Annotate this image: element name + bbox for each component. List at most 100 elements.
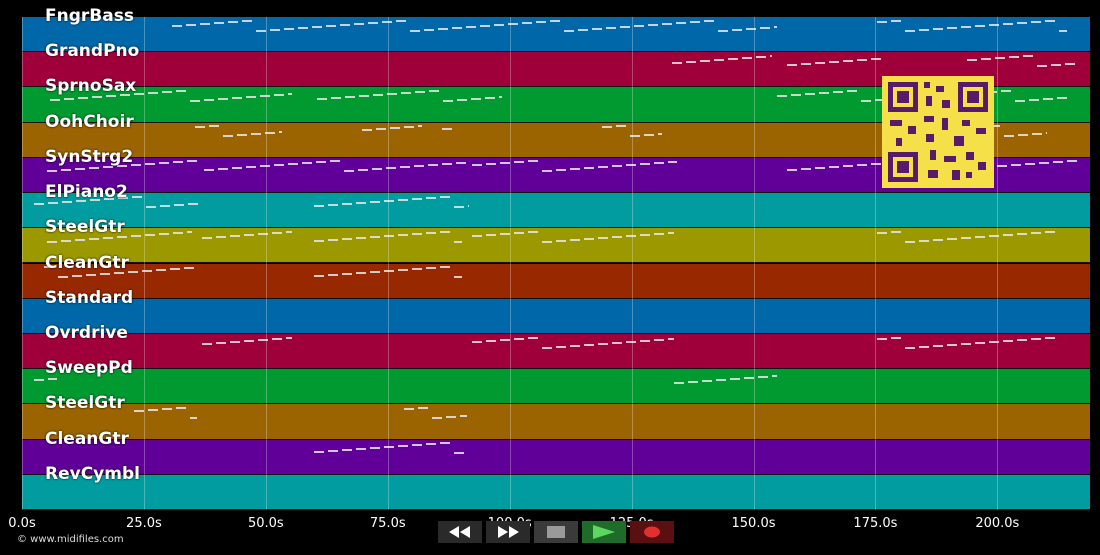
midi-note: [176, 90, 186, 93]
midi-note: [1053, 161, 1063, 164]
play-button[interactable]: [582, 521, 626, 543]
midi-note: [905, 240, 915, 243]
midi-note: [975, 24, 985, 27]
midi-note: [919, 345, 929, 348]
midi-note: [690, 20, 700, 23]
midi-note: [100, 273, 110, 276]
midi-note: [317, 98, 327, 101]
track-name: Standard: [45, 287, 134, 308]
midi-note: [1051, 63, 1061, 66]
midi-note: [412, 232, 422, 235]
midi-note: [132, 195, 142, 198]
midi-note: [791, 94, 801, 97]
track-lane: [22, 263, 1090, 299]
grid-line: [387, 17, 389, 510]
midi-note: [1003, 339, 1013, 342]
midi-note: [415, 91, 425, 94]
midi-note: [1015, 100, 1025, 103]
midi-note: [454, 276, 462, 279]
midi-note: [730, 377, 740, 380]
midi-note: [774, 25, 777, 28]
midi-note: [216, 235, 226, 238]
midi-note: [454, 452, 464, 455]
midi-note: [592, 27, 602, 30]
midi-note: [103, 166, 113, 169]
midi-note: [120, 94, 130, 97]
midi-note: [106, 95, 116, 98]
midi-note: [274, 164, 284, 167]
midi-note: [630, 135, 640, 138]
midi-note: [654, 338, 664, 341]
midi-note: [48, 377, 57, 380]
midi-note: [187, 230, 192, 233]
midi-note: [961, 25, 971, 28]
midi-note: [440, 230, 450, 233]
midi-note: [86, 274, 96, 277]
time-tick-label: 50.0s: [247, 516, 284, 531]
fast-forward-icon: [498, 526, 519, 538]
midi-note: [344, 170, 354, 173]
fast-forward-button[interactable]: [486, 521, 530, 543]
midi-note: [330, 160, 340, 163]
time-tick-label: 0.0s: [8, 516, 36, 531]
midi-note: [134, 409, 144, 412]
midi-note: [356, 448, 366, 451]
midi-note: [584, 237, 594, 240]
midi-note: [704, 19, 714, 22]
midi-note: [401, 92, 411, 95]
midi-note: [170, 268, 180, 271]
track-name: OohChoir: [45, 111, 134, 132]
midi-note: [989, 23, 999, 26]
midi-note: [1009, 55, 1019, 58]
midi-note: [429, 90, 439, 93]
midi-note: [702, 379, 712, 382]
track-name: SweepPd: [45, 358, 133, 379]
midi-note: [209, 125, 219, 128]
midi-note: [550, 19, 560, 22]
midi-note: [472, 234, 482, 237]
midi-note: [428, 164, 438, 167]
midi-note: [342, 202, 352, 205]
midi-note: [668, 161, 677, 164]
rewind-button[interactable]: [438, 521, 482, 543]
midi-note: [412, 197, 422, 200]
midi-note: [556, 345, 566, 348]
midi-note: [359, 95, 369, 98]
midi-note: [1045, 230, 1055, 233]
midi-note: [612, 165, 622, 168]
midi-note: [871, 163, 881, 166]
midi-note: [272, 337, 282, 340]
midi-note: [244, 233, 254, 236]
track-lane: [22, 17, 1090, 53]
midi-note: [148, 92, 158, 95]
midi-note: [398, 269, 408, 272]
stop-button[interactable]: [534, 521, 578, 543]
midi-note: [744, 376, 754, 379]
midi-note: [370, 271, 380, 274]
midi-note: [528, 160, 538, 163]
midi-note: [440, 442, 450, 445]
midi-note: [398, 198, 408, 201]
midi-note: [877, 337, 887, 340]
midi-note: [933, 344, 943, 347]
midi-note: [131, 234, 141, 237]
midi-note: [1067, 160, 1077, 163]
midi-note: [556, 239, 566, 242]
midi-note: [718, 29, 728, 32]
track-lane: [22, 298, 1090, 334]
record-button[interactable]: [630, 521, 674, 543]
midi-note: [270, 28, 280, 31]
midi-note: [356, 236, 366, 239]
midi-note: [384, 199, 394, 202]
midi-note: [626, 164, 636, 167]
grid-line: [631, 17, 633, 510]
midi-note: [728, 57, 738, 60]
midi-note: [78, 97, 88, 100]
midi-note: [426, 443, 436, 446]
midi-note: [732, 28, 742, 31]
midi-note: [414, 165, 424, 168]
midi-note: [578, 28, 588, 31]
midi-note: [891, 336, 901, 339]
midi-note: [626, 340, 636, 343]
track-lane: [22, 333, 1090, 370]
